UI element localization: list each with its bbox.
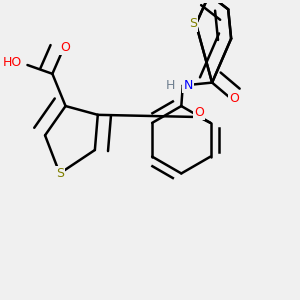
Text: O: O [229, 92, 239, 105]
Text: O: O [61, 41, 70, 54]
Text: N: N [183, 79, 193, 92]
Text: O: O [194, 106, 204, 119]
Text: HO: HO [2, 56, 22, 69]
Text: H: H [166, 79, 176, 92]
Text: S: S [56, 167, 64, 180]
Text: S: S [189, 17, 197, 31]
